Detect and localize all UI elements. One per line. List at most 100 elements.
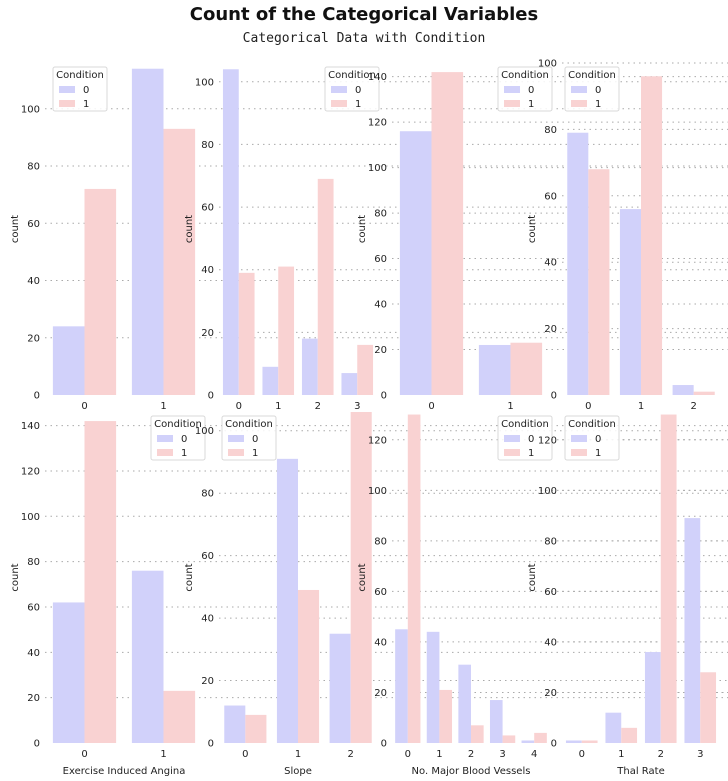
y-tick-label: 120	[368, 118, 387, 129]
bar-condition-1	[471, 725, 484, 743]
legend-swatch	[504, 86, 520, 93]
legend: Condition 0 1	[497, 66, 553, 112]
y-axis-label: count	[357, 215, 368, 243]
bar-condition-0	[301, 338, 318, 395]
y-tick-label: 100	[538, 486, 557, 497]
y-tick-label: 20	[27, 693, 40, 704]
subplot-4: 0 20 40 60 80 100 0 1 2 count Condition 0 1	[527, 59, 728, 412]
y-tick-label: 100	[368, 163, 387, 174]
legend-label: 1	[595, 448, 601, 459]
y-tick-label: 80	[374, 536, 387, 547]
x-tick-label: 0	[579, 749, 585, 760]
y-tick-label: 80	[544, 125, 557, 136]
legend-swatch	[571, 86, 587, 93]
y-tick-label: 20	[544, 688, 557, 699]
y-tick-label: 80	[201, 489, 214, 500]
y-axis-label: count	[527, 563, 538, 591]
legend-swatch	[571, 449, 587, 456]
bar-condition-0	[565, 740, 582, 743]
y-tick-label: 100	[195, 77, 214, 88]
bar-condition-1	[407, 414, 421, 743]
y-tick-label: 40	[201, 614, 214, 625]
legend-label: 1	[355, 99, 361, 110]
y-tick-label: 100	[195, 426, 214, 437]
bar-condition-1	[700, 672, 717, 743]
y-tick-label: 80	[544, 536, 557, 547]
bar-condition-1	[693, 391, 715, 395]
bar-condition-0	[131, 68, 164, 396]
legend: Condition 0 1	[564, 66, 620, 112]
bar-condition-1	[238, 272, 255, 395]
legend-swatch	[331, 86, 347, 93]
bar-condition-1	[357, 344, 374, 395]
bar-condition-0	[222, 69, 239, 395]
legend-swatch	[228, 449, 244, 456]
legend-swatch	[157, 449, 173, 456]
legend-swatch	[59, 86, 75, 93]
legend-swatch	[504, 100, 520, 107]
x-tick-label: 0	[242, 749, 248, 760]
x-tick-label: 1	[507, 401, 513, 412]
y-tick-label: 100	[368, 486, 387, 497]
bar-condition-1	[439, 689, 453, 743]
y-tick-label: 0	[381, 391, 387, 402]
y-tick-label: 100	[21, 512, 40, 523]
y-tick-label: 40	[544, 637, 557, 648]
bar-condition-1	[534, 732, 547, 743]
y-axis-label: count	[10, 563, 21, 591]
legend-swatch	[504, 449, 520, 456]
bar-condition-0	[521, 740, 535, 743]
legend-swatch	[59, 100, 75, 107]
legend-label: 1	[528, 99, 534, 110]
bar-condition-1	[502, 735, 516, 743]
y-tick-label: 20	[201, 328, 214, 339]
legend-swatch	[571, 435, 587, 442]
bar-condition-0	[262, 366, 279, 395]
bar-condition-1	[581, 740, 598, 743]
bar-condition-0	[567, 132, 589, 395]
bar-condition-0	[52, 602, 85, 743]
y-tick-label: 20	[374, 345, 387, 356]
y-tick-label: 20	[374, 688, 387, 699]
legend-label: 0	[252, 434, 258, 445]
y-tick-label: 40	[27, 276, 40, 287]
bar-condition-1	[84, 421, 117, 743]
legend-title: Condition	[568, 419, 616, 430]
bar-condition-1	[163, 128, 196, 396]
y-tick-label: 0	[381, 739, 387, 750]
legend: Condition 0 1	[564, 415, 620, 461]
legend-label: 0	[595, 434, 601, 445]
legend-label: 1	[595, 99, 601, 110]
bar-condition-0	[672, 385, 694, 395]
x-tick-label: 2	[315, 401, 321, 412]
x-tick-label: 0	[428, 401, 434, 412]
legend: Condition 0 1	[52, 66, 108, 112]
x-tick-label: 1	[436, 749, 442, 760]
legend-swatch	[504, 435, 520, 442]
x-tick-label: 1	[618, 749, 624, 760]
bar-condition-0	[644, 652, 661, 743]
bar-condition-0	[458, 664, 471, 743]
bar-condition-0	[276, 458, 298, 743]
y-tick-label: 120	[368, 435, 387, 446]
y-tick-label: 140	[21, 421, 40, 432]
x-tick-label: 0	[585, 401, 591, 412]
chart-subtitle: Categorical Data with Condition	[242, 31, 486, 46]
legend-title: Condition	[56, 70, 104, 81]
y-tick-label: 60	[27, 219, 40, 230]
legend-label: 1	[83, 99, 89, 110]
y-tick-label: 0	[34, 739, 40, 750]
x-tick-label: 3	[354, 401, 360, 412]
legend-label: 0	[83, 85, 89, 96]
y-tick-label: 60	[201, 203, 214, 214]
chart-title: Count of the Categorical Variables	[189, 4, 539, 25]
bar-condition-1	[278, 266, 295, 395]
bar-condition-1	[163, 690, 196, 743]
y-tick-label: 60	[544, 191, 557, 202]
bar-condition-0	[426, 631, 440, 743]
y-tick-label: 40	[201, 265, 214, 276]
legend: Condition 0 1	[497, 415, 553, 461]
y-tick-label: 120	[21, 466, 40, 477]
